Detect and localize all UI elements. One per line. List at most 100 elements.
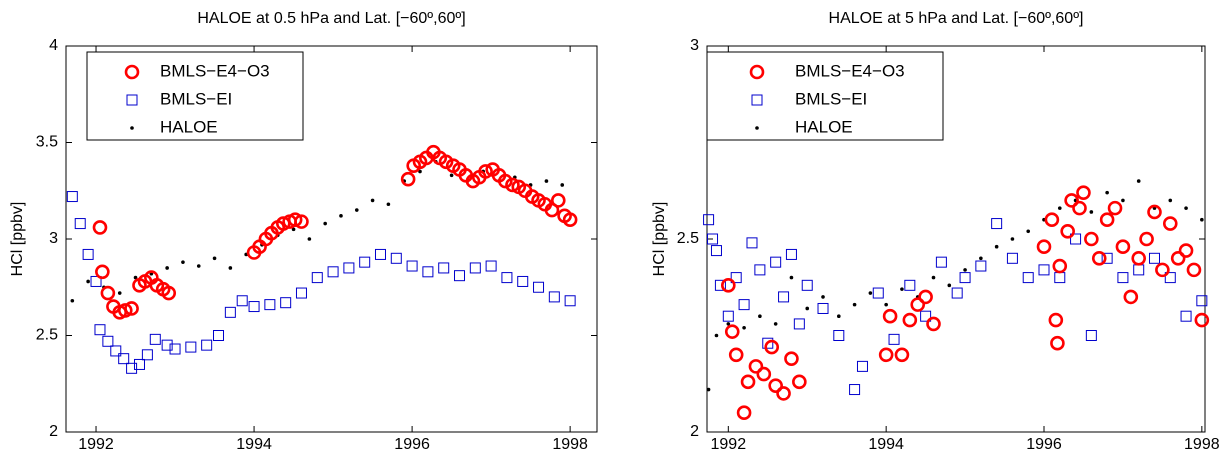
dot-marker: [181, 260, 185, 264]
x-tick-label: 1998: [1184, 436, 1220, 452]
circle-marker: [768, 378, 783, 393]
square-marker: [1085, 330, 1097, 341]
square-marker: [920, 310, 932, 322]
x-tick-label: 1992: [78, 436, 114, 452]
x-tick-label: 1994: [868, 436, 904, 452]
dot-marker: [742, 325, 746, 330]
circle-marker: [478, 164, 493, 179]
dot-marker: [165, 266, 169, 270]
square-marker: [1180, 310, 1192, 322]
square-marker: [280, 297, 292, 309]
square-marker: [770, 256, 782, 268]
chart-title: HALOE at 5 hPa and Lat. [−60º,60º]: [829, 10, 1084, 27]
circle-marker: [736, 405, 752, 421]
square-marker: [714, 279, 726, 291]
square-marker: [1164, 272, 1176, 284]
square-marker: [935, 256, 947, 268]
square-marker: [422, 266, 434, 278]
square-marker: [730, 272, 742, 284]
x-tick-label: 1992: [711, 436, 747, 452]
panel: HALOE at 5 hPa and Lat. [−60º,60º] HCl [p…: [651, 10, 1220, 452]
circle-marker: [1036, 239, 1052, 255]
dot-marker: [1200, 217, 1204, 222]
dot-marker: [1026, 229, 1031, 234]
y-tick-label: 2: [49, 423, 58, 440]
square-marker: [374, 248, 386, 260]
square-marker: [703, 214, 715, 226]
square-marker: [872, 287, 884, 299]
square-marker: [126, 94, 138, 106]
square-marker: [213, 330, 225, 341]
square-marker: [991, 218, 1003, 230]
dot-marker: [714, 333, 719, 338]
square-marker: [406, 260, 418, 272]
dot-marker: [726, 322, 731, 326]
circle-marker: [1050, 335, 1065, 351]
square-marker: [751, 94, 763, 106]
circle-marker: [400, 171, 416, 187]
dot-marker: [1121, 198, 1125, 203]
circle-marker: [1139, 231, 1154, 247]
square-marker: [236, 295, 248, 307]
circle-marker: [748, 359, 764, 374]
circle-marker: [1044, 212, 1060, 227]
dot-marker: [196, 264, 201, 268]
circle-marker: [740, 374, 756, 390]
square-marker: [564, 295, 576, 307]
circle-marker: [1076, 185, 1091, 200]
plot-frame: [706, 45, 1206, 433]
square-marker: [141, 349, 153, 361]
square-marker: [1117, 272, 1129, 284]
square-marker: [359, 256, 371, 268]
square-marker: [390, 252, 402, 264]
circle-marker: [1064, 193, 1079, 208]
dot-marker: [307, 237, 312, 241]
square-marker: [1101, 252, 1113, 264]
dot-marker: [354, 208, 359, 212]
circle-marker: [749, 64, 765, 80]
square-marker: [517, 275, 529, 287]
y-axis-label: HCl [ppbv]: [9, 202, 26, 277]
dot-marker: [755, 126, 759, 130]
square-marker: [801, 279, 813, 291]
circle-marker: [784, 351, 799, 366]
square-marker: [485, 260, 497, 272]
circle-marker: [498, 173, 513, 189]
dot-marker: [852, 302, 857, 307]
dot-marker: [133, 275, 138, 280]
square-marker: [548, 291, 560, 303]
circle-marker: [1147, 204, 1162, 220]
circle-marker: [776, 386, 791, 401]
circle-marker: [1048, 312, 1064, 328]
square-marker: [501, 272, 513, 284]
circle-marker: [1194, 312, 1210, 328]
square-marker: [110, 345, 122, 357]
circle-marker: [1072, 200, 1087, 216]
circle-marker: [505, 177, 520, 193]
y-tick-label: 3: [690, 37, 699, 54]
dot-marker: [1010, 237, 1015, 241]
dot-marker: [323, 221, 327, 226]
circle-marker: [926, 316, 941, 332]
square-marker: [311, 272, 323, 284]
square-marker: [888, 333, 900, 345]
dot-marker: [805, 306, 810, 311]
square-marker: [126, 362, 138, 374]
circle-marker: [1060, 223, 1075, 239]
dot-marker: [386, 202, 391, 207]
dot-marker: [1136, 179, 1141, 183]
legend-label: BMLS−EI: [795, 89, 867, 108]
dot-marker: [1184, 206, 1188, 210]
circle-marker: [1162, 216, 1178, 231]
square-marker: [74, 218, 86, 230]
legend-label: HALOE: [795, 117, 853, 136]
dot-marker: [1105, 190, 1109, 195]
y-tick-label: 2.5: [677, 230, 699, 247]
square-marker: [82, 248, 94, 260]
dot-marker: [821, 295, 825, 299]
circle-marker: [438, 154, 454, 170]
square-marker: [327, 266, 339, 278]
square-marker: [1006, 252, 1018, 264]
dot-marker: [1057, 206, 1062, 210]
